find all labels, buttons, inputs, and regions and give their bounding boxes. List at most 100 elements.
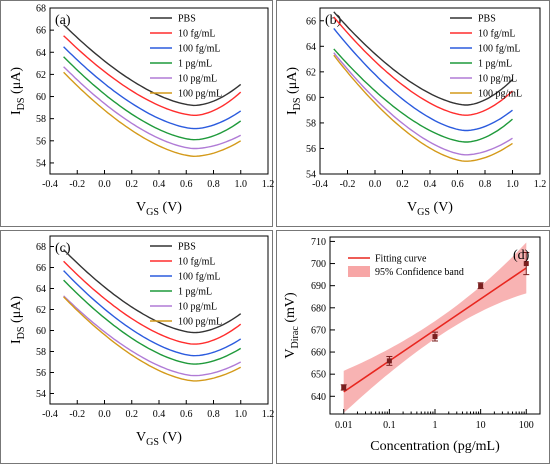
confidence-band [343,242,527,413]
y-axis-label-main: I [285,110,300,115]
data-point [432,334,438,340]
series-line [63,279,242,365]
x-axis-label-main: V [407,200,417,215]
legend-label: PBS [178,14,196,25]
x-tick-label: 1.2 [262,179,275,190]
legend-label: 100 fg/mL [178,44,221,55]
y-tick-label: 64 [36,284,46,295]
y-axis-label-unit: (μA) [285,67,300,98]
x-axis-label: VGS (V) [136,430,182,448]
y-tick-label: 700 [311,259,326,270]
x-tick-label: 1.2 [534,179,547,190]
y-axis-label-sub: DS [16,97,27,110]
y-axis-label: IDS (μA) [9,296,27,344]
x-tick-label: -0.2 [340,179,356,190]
x-axis-label-unit: (V) [159,200,182,215]
y-tick-label: 66 [306,16,316,27]
x-tick-label: -0.4 [42,179,58,190]
y-tick-label: 690 [311,281,326,292]
legend-label: 100 pg/mL [178,317,222,328]
data-point [523,261,529,267]
panel-a: -0.4 -0.2 0.0 0.2 0.4 0.6 0.8 1.0 1.2 54 56 58 60 62 6… [0,0,275,227]
y-tick-label: 56 [36,368,46,379]
x-axis-label-unit: (V) [159,430,182,445]
y-tick-label: 58 [36,114,46,125]
series-line [333,54,513,162]
panel-b: -0.4 -0.2 0.0 0.2 0.4 0.6 0.8 1.0 1.2 54 56 58 60 62 6… [276,0,550,227]
x-tick-label: 1 [433,420,438,431]
panel-c: -0.4 -0.2 0.0 0.2 0.4 0.6 0.8 1.0 1.2 54 56 58 60 62 6… [0,230,274,464]
x-tick-label: 10 [476,420,486,431]
legend-label: 10 pg/mL [178,74,217,85]
series-line [63,296,242,382]
y-tick-label: 54 [36,158,46,169]
x-axis-label-sub: GS [417,207,430,218]
panel-border [0,0,273,227]
y-tick-label: 60 [306,93,316,104]
series-line [63,56,242,141]
series-line [63,71,242,158]
y-tick-label: 62 [36,305,46,316]
x-tick-label: -0.4 [312,179,328,190]
y-axis-label-unit: (mV) [283,292,298,326]
x-axis-label-sub: GS [146,437,159,448]
x-tick-label: 100 [519,420,534,431]
y-axis-label-sub: Dirac [290,326,301,349]
legend-swatch-band [348,266,370,277]
y-axis-label-unit: (μA) [9,67,24,98]
legend-label: 100 pg/mL [478,89,522,100]
legend-label: 1 pg/mL [178,59,212,70]
x-axis-label: VGS (V) [407,200,453,218]
x-tick-label: 0.4 [153,409,166,420]
legend-label: 100 pg/mL [178,89,222,100]
series-line [333,48,513,143]
legend-label: 10 pg/mL [178,302,217,313]
legend-label: 1 pg/mL [178,287,212,298]
fit-line [343,267,527,393]
y-axis-label-main: I [9,110,24,115]
y-axis-label: IDS (μA) [285,67,303,115]
data-point [341,384,347,390]
x-tick-label: -0.2 [69,179,85,190]
y-tick-label: 670 [311,325,326,336]
x-tick-label: 1.0 [235,179,248,190]
y-tick-label: 54 [306,170,316,181]
x-tick-label: 0.2 [126,179,139,190]
series-line [333,11,513,106]
x-tick-label: 0.0 [98,179,111,190]
y-tick-label: 60 [36,92,46,103]
legend-label: 100 fg/mL [478,44,521,55]
y-axis-label-main: V [283,349,298,359]
legend-label: PBS [178,242,196,253]
x-tick-label: 0.8 [207,409,220,420]
x-tick-label: 0.8 [207,179,220,190]
y-axis-label: IDS (μA) [9,67,27,115]
legend-label: PBS [478,14,496,25]
series-line [63,260,242,345]
series-line [63,295,242,377]
x-axis-label-sub: GS [146,207,159,218]
y-tick-label: 66 [36,263,46,274]
panel-d: 0.01 0.1 1 10 100 640 650 660 670 680 690 700 710 Con… [276,230,550,464]
x-tick-label: 1.0 [235,409,248,420]
panel-label: (a) [55,13,71,28]
legend-label: 100 fg/mL [178,272,221,283]
x-tick-label: 0.6 [180,409,193,420]
y-tick-label: 60 [36,326,46,337]
x-tick-label: 0.8 [479,179,492,190]
y-tick-label: 68 [36,242,46,253]
x-tick-label: 0.4 [424,179,437,190]
x-tick-label: 0.1 [383,420,396,431]
x-axis-label: VGS (V) [136,200,182,218]
series-line [63,249,242,334]
data-point [386,358,392,364]
legend-label: 95% Confidence band [375,267,464,278]
y-tick-label: 54 [36,389,46,400]
y-tick-label: 660 [311,348,326,359]
x-axis-label-main: V [136,430,146,445]
y-axis-label-unit: (μA) [9,296,24,327]
legend-label: 10 pg/mL [478,74,517,85]
y-tick-label: 62 [306,67,316,78]
y-tick-label: 64 [36,48,46,59]
